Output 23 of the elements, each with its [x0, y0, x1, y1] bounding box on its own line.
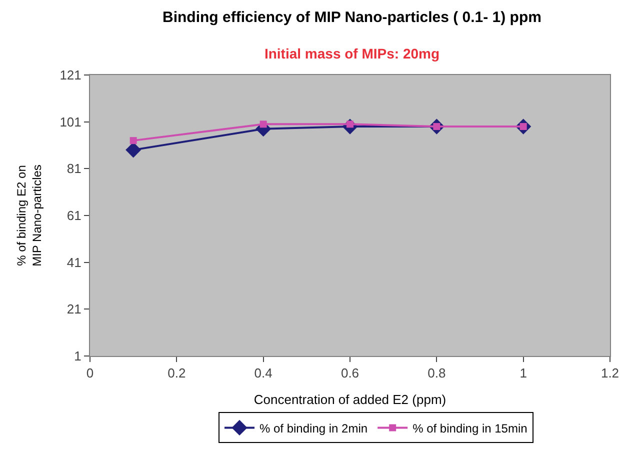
y-tick-label: 41 — [66, 254, 82, 270]
y-tick-label: 121 — [60, 68, 82, 83]
chart-title: Binding efficiency of MIP Nano-particles ( 0.1- 1) ppm — [162, 9, 542, 26]
x-tick-label: 0.6 — [340, 366, 360, 381]
x-tick-label: 0.4 — [254, 366, 272, 381]
y-tick-label: 21 — [66, 302, 82, 317]
point — [126, 142, 142, 158]
y-axis-title: % of binding E2 on MIP Nano-particles — [14, 164, 44, 266]
legend-label: % of binding in 15min — [412, 421, 528, 436]
legend-label: % of binding in 2min — [260, 421, 368, 436]
y-tick-label: 1 — [74, 348, 82, 364]
x-tick-label: 0 — [86, 366, 94, 381]
x-tick-label: 1 — [520, 366, 527, 381]
x-tick-label: 1.2 — [600, 366, 620, 381]
y-tick-label: 81 — [66, 161, 82, 176]
point — [130, 137, 137, 144]
y-tick-label: 101 — [60, 114, 82, 130]
x-tick-label: 0.2 — [168, 366, 186, 381]
x-tick-label: 0.8 — [428, 366, 446, 381]
point — [260, 120, 267, 128]
x-axis-title: Concentration of added E2 (ppm) — [254, 392, 446, 408]
chart-subtitle: Initial mass of MIPs: 20mg — [264, 45, 440, 62]
y-tick-label: 61 — [66, 208, 82, 224]
